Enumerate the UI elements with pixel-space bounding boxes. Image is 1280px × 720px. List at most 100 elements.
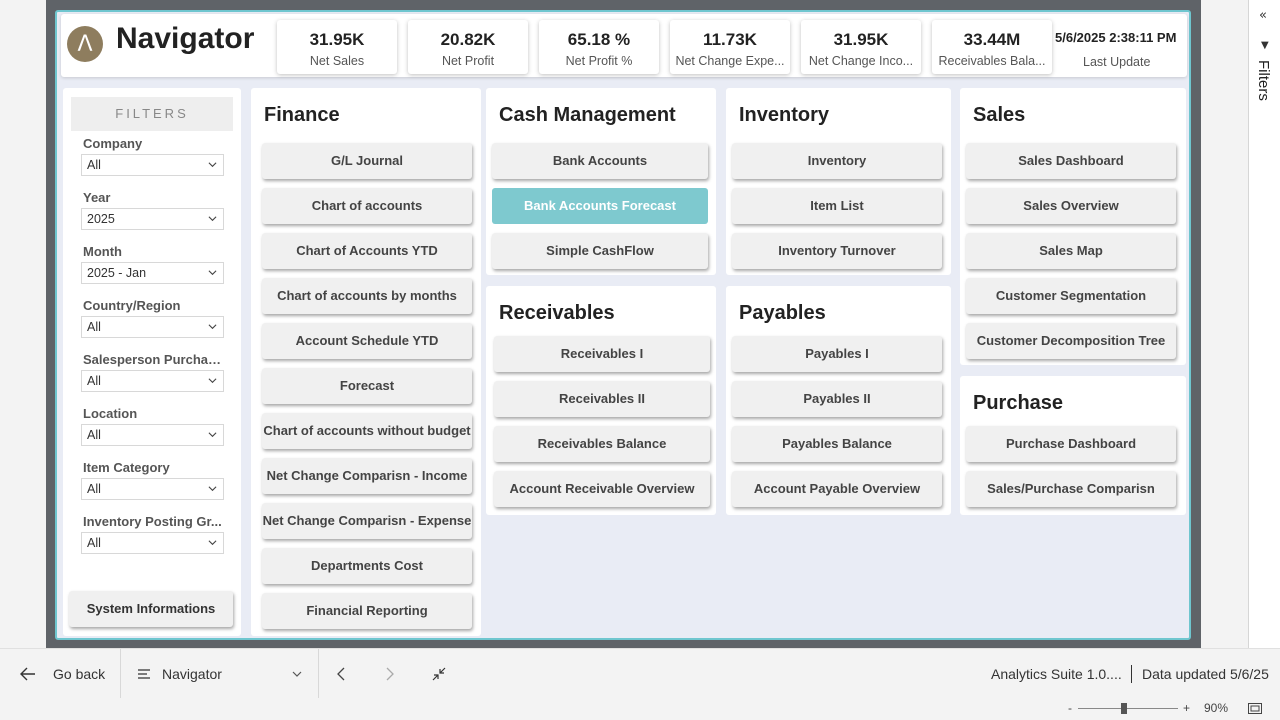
filter-label-year: Year	[83, 190, 111, 205]
zoom-slider-track[interactable]	[1078, 708, 1178, 709]
zoom-out-button[interactable]: -	[1068, 701, 1072, 715]
nav-button-financial-reporting[interactable]: Financial Reporting	[262, 593, 472, 629]
nav-button-payables-ii[interactable]: Payables II	[732, 381, 942, 417]
zoom-in-button[interactable]: +	[1183, 701, 1191, 715]
kpi-value: 20.82K	[440, 30, 496, 49]
nav-button-sales-overview[interactable]: Sales Overview	[966, 188, 1176, 224]
nav-button-customer-segmentation[interactable]: Customer Segmentation	[966, 278, 1176, 314]
nav-button-bank-accounts-forecast[interactable]: Bank Accounts Forecast	[492, 188, 708, 224]
sales-panel: Sales Sales Dashboard Sales Overview Sales…	[960, 88, 1186, 365]
nav-button-g-l-journal[interactable]: G/L Journal	[262, 143, 472, 179]
nav-button-chart-of-accounts[interactable]: Chart of accounts	[262, 188, 472, 224]
nav-button-departments-cost[interactable]: Departments Cost	[262, 548, 472, 584]
system-informations-button[interactable]: System Informations	[69, 591, 233, 627]
nav-button-inventory-turnover[interactable]: Inventory Turnover	[732, 233, 942, 269]
filter-dropdown-location[interactable]: All	[81, 424, 224, 446]
chevron-down-icon	[208, 324, 217, 330]
nav-button-customer-decomposition-tree[interactable]: Customer Decomposition Tree	[966, 323, 1176, 359]
filter-value: All	[87, 428, 101, 442]
nav-button-account-receivable-overview[interactable]: Account Receivable Overview	[494, 471, 710, 507]
kpi-card-receivables-balance: 33.44M Receivables Bala...	[932, 20, 1052, 74]
filter-dropdown-company[interactable]: All	[81, 154, 224, 176]
section-title-payables: Payables	[739, 302, 826, 324]
nav-button-payables-balance[interactable]: Payables Balance	[732, 426, 942, 462]
kpi-label: Receivables Bala...	[938, 54, 1046, 68]
arrow-left-icon	[20, 667, 35, 681]
outer-margin-right	[1201, 0, 1248, 648]
nav-button-account-schedule-ytd[interactable]: Account Schedule YTD	[262, 323, 472, 359]
divider	[318, 649, 319, 699]
inventory-panel: Inventory Inventory Item List Inventory Tu…	[726, 88, 951, 275]
filters-pane-label[interactable]: Filters	[1255, 60, 1272, 101]
chevron-down-icon	[208, 486, 217, 492]
header-bar: Λ Navigator 31.95K Net Sales 20.82K Net Pr…	[61, 14, 1187, 77]
fit-to-page-button[interactable]	[432, 649, 446, 699]
kpi-label: Net Change Inco...	[808, 54, 914, 68]
page-selector-dropdown[interactable]: Navigator	[138, 649, 306, 699]
filter-dropdown-year[interactable]: 2025	[81, 208, 224, 230]
kpi-value: 31.95K	[309, 30, 365, 49]
nav-button-receivables-ii[interactable]: Receivables II	[494, 381, 710, 417]
app-name: Analytics Suite 1.0....	[991, 666, 1122, 682]
purchase-panel: Purchase Purchase Dashboard Sales/Purchas…	[960, 376, 1186, 515]
section-title-finance: Finance	[264, 104, 340, 126]
nav-button-bank-accounts[interactable]: Bank Accounts	[492, 143, 708, 179]
nav-button-simple-cashflow[interactable]: Simple CashFlow	[492, 233, 708, 269]
filter-dropdown-country-region[interactable]: All	[81, 316, 224, 338]
nav-button-chart-of-accounts-ytd[interactable]: Chart of Accounts YTD	[262, 233, 472, 269]
nav-button-net-change-comparisn-income[interactable]: Net Change Comparisn - Income	[262, 458, 472, 494]
section-title-sales: Sales	[973, 104, 1026, 126]
nav-button-account-payable-overview[interactable]: Account Payable Overview	[732, 471, 942, 507]
nav-button-chart-of-accounts-without-budget[interactable]: Chart of accounts without budget	[262, 413, 472, 449]
finance-panel: Finance G/L Journal Chart of accounts Char…	[251, 88, 481, 636]
nav-button-payables-i[interactable]: Payables I	[732, 336, 942, 372]
filter-dropdown-item-category[interactable]: All	[81, 478, 224, 500]
filter-label-company: Company	[83, 136, 143, 151]
kpi-card-net-profit-pct: 65.18 % Net Profit %	[539, 20, 659, 74]
last-update-label: Last Update	[1083, 55, 1151, 69]
filter-dropdown-month[interactable]: 2025 - Jan	[81, 262, 224, 284]
filter-label-month: Month	[83, 244, 122, 259]
nav-button-inventory[interactable]: Inventory	[732, 143, 942, 179]
zoom-level: 90%	[1204, 701, 1229, 715]
kpi-card-net-change-expense: 11.73K Net Change Expe...	[670, 20, 790, 74]
filters-side-pane[interactable]: « ▼ Filters	[1248, 0, 1280, 648]
go-back-button[interactable]: Go back	[20, 649, 105, 699]
page-title: Navigator	[116, 22, 255, 55]
collapse-pane-icon[interactable]: «	[1259, 8, 1267, 23]
filter-value: All	[87, 374, 101, 388]
zoom-slider-thumb[interactable]	[1121, 703, 1127, 714]
zoom-bar: - + 90%	[0, 698, 1280, 720]
kpi-card-net-sales: 31.95K Net Sales	[277, 20, 397, 74]
filter-dropdown-inventory-posting-gr[interactable]: All	[81, 532, 224, 554]
data-updated-label: Data updated 5/6/25	[1142, 666, 1269, 682]
chevron-left-icon	[337, 667, 345, 681]
payables-panel: Payables Payables I Payables II Payables B…	[726, 286, 951, 515]
nav-button-sales-map[interactable]: Sales Map	[966, 233, 1176, 269]
nav-button-sales-purchase-comparisn[interactable]: Sales/Purchase Comparisn	[966, 471, 1176, 507]
nav-button-chart-of-accounts-by-months[interactable]: Chart of accounts by months	[262, 278, 472, 314]
nav-button-purchase-dashboard[interactable]: Purchase Dashboard	[966, 426, 1176, 462]
fit-to-window-icon[interactable]	[1248, 703, 1262, 714]
kpi-value: 11.73K	[703, 30, 757, 49]
nav-button-forecast[interactable]: Forecast	[262, 368, 472, 404]
section-title-inventory: Inventory	[739, 104, 830, 126]
nav-button-receivables-balance[interactable]: Receivables Balance	[494, 426, 710, 462]
filter-label-location: Location	[83, 406, 138, 421]
filter-dropdown-salesperson-purchaser[interactable]: All	[81, 370, 224, 392]
nav-button-net-change-comparisn-expense[interactable]: Net Change Comparisn - Expense	[262, 503, 472, 539]
kpi-card-net-profit: 20.82K Net Profit	[408, 20, 528, 74]
filter-label-salesperson-purchaser: Salesperson Purchaser	[83, 352, 223, 367]
nav-button-item-list[interactable]: Item List	[732, 188, 942, 224]
chevron-right-icon	[386, 667, 394, 681]
page-selector-value: Navigator	[162, 666, 222, 682]
nav-button-receivables-i[interactable]: Receivables I	[494, 336, 710, 372]
nav-button-sales-dashboard[interactable]: Sales Dashboard	[966, 143, 1176, 179]
filter-value: All	[87, 320, 101, 334]
chevron-down-icon	[208, 216, 217, 222]
filters-panel: FILTERS Company All Year 2025 Month 2025 - Ja…	[63, 88, 241, 636]
previous-page-button[interactable]	[337, 649, 345, 699]
next-page-button[interactable]	[386, 649, 394, 699]
kpi-value: 33.44M	[963, 30, 1021, 49]
page-list-icon	[138, 669, 150, 679]
